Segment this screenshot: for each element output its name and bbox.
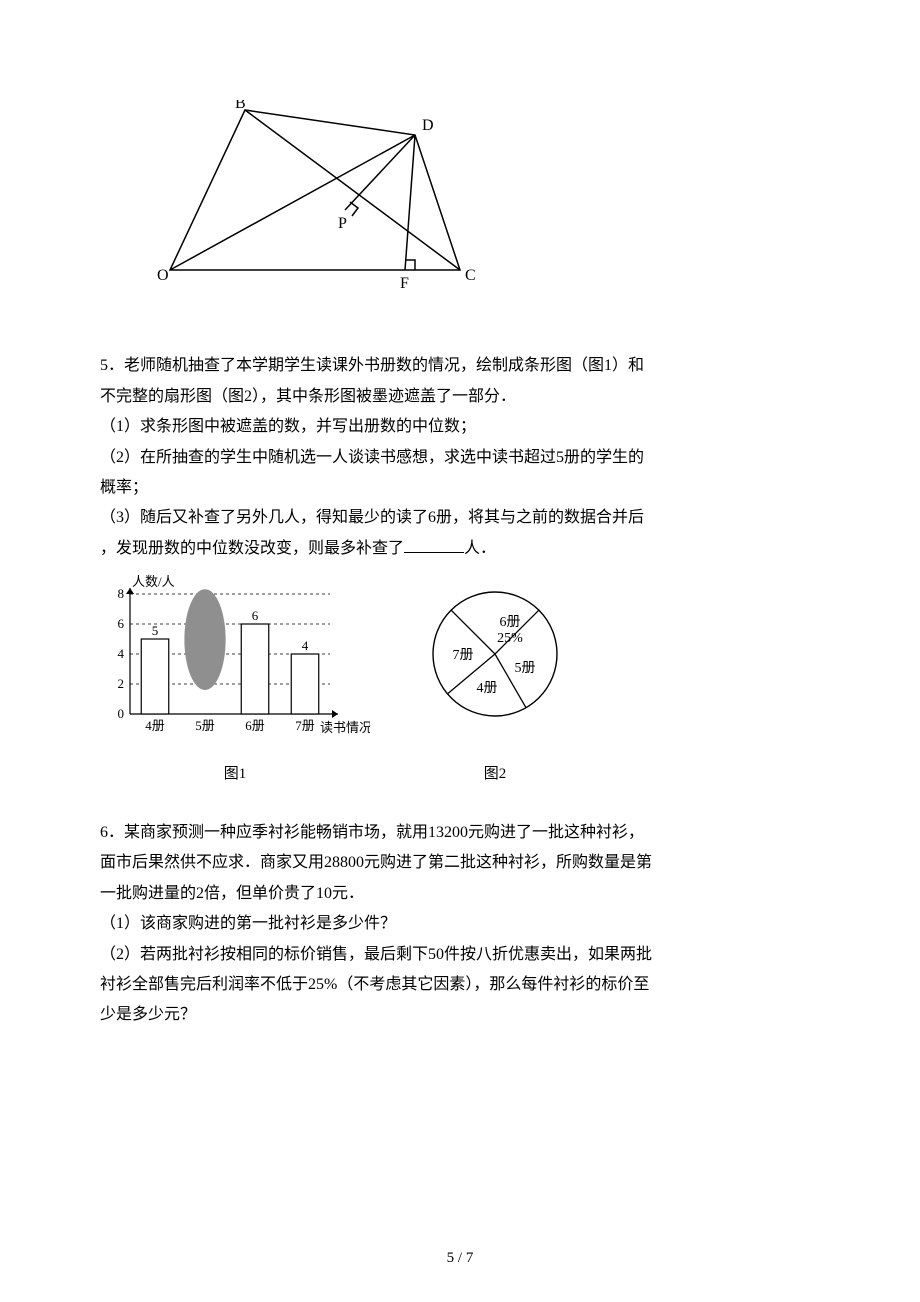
svg-text:8: 8 bbox=[118, 586, 125, 601]
bar-chart-caption: 图1 bbox=[100, 760, 370, 789]
p5-intro-l1: 5．老师随机抽查了本学期学生读课外书册数的情况，绘制成条形图（图1）和 bbox=[100, 351, 820, 381]
svg-text:4册: 4册 bbox=[145, 718, 165, 733]
p5-q3-l1: （3）随后又补查了另外几人，得知最少的读了6册，将其与之前的数据合并后 bbox=[100, 503, 820, 533]
geometry-svg: O B D C P F bbox=[150, 100, 480, 300]
svg-text:5: 5 bbox=[152, 623, 159, 638]
p6-q2-l2: 衬衫全部售完后利润率不低于25%（不考虑其它因素），那么每件衬衫的标价至 bbox=[100, 970, 820, 1000]
p5-q3-l2a: ，发现册数的中位数没改变，则最多补查了 bbox=[100, 540, 404, 557]
svg-text:5册: 5册 bbox=[195, 718, 215, 733]
p6-intro-l3: 一批购进量的2倍，但单价贵了10元． bbox=[100, 879, 820, 909]
svg-text:4册: 4册 bbox=[477, 681, 498, 696]
svg-text:7册: 7册 bbox=[295, 718, 315, 733]
label-D: D bbox=[422, 117, 434, 134]
p5-q3-l2b: 人． bbox=[464, 540, 496, 557]
p6-q2-l3: 少是多少元？ bbox=[100, 1000, 820, 1030]
p6-q2-l1: （2）若两批衬衫按相同的标价销售，最后剩下50件按八折优惠卖出，如果两批 bbox=[100, 940, 820, 970]
fill-blank bbox=[404, 536, 464, 553]
p5-intro-l2: 不完整的扇形图（图2），其中条形图被墨迹遮盖了一部分． bbox=[100, 382, 820, 412]
label-B: B bbox=[235, 100, 246, 112]
label-C: C bbox=[465, 267, 476, 284]
svg-text:0: 0 bbox=[118, 706, 125, 721]
p6-q1: （1）该商家购进的第一批衬衫是多少件？ bbox=[100, 909, 820, 939]
svg-text:6册: 6册 bbox=[245, 718, 265, 733]
pie-chart-block: 6册25% 5册 4册 7册 图2 bbox=[410, 574, 580, 788]
problem-6: 6．某商家预测一种应季衬衫能畅销市场，就用13200元购进了一批这种衬衫， 面市… bbox=[100, 818, 820, 1031]
svg-text:4: 4 bbox=[302, 638, 309, 653]
label-F: F bbox=[400, 275, 409, 292]
p5-q3-l2: ，发现册数的中位数没改变，则最多补查了 人． bbox=[100, 534, 820, 564]
svg-text:读书情况: 读书情况 bbox=[320, 720, 370, 735]
svg-text:7册: 7册 bbox=[453, 648, 474, 663]
geometry-figure: O B D C P F bbox=[150, 100, 820, 311]
svg-text:4: 4 bbox=[118, 646, 125, 661]
p5-q1: （1）求条形图中被遮盖的数，并写出册数的中位数； bbox=[100, 412, 820, 442]
label-O: O bbox=[157, 267, 169, 284]
p6-intro-l1: 6．某商家预测一种应季衬衫能畅销市场，就用13200元购进了一批这种衬衫， bbox=[100, 818, 820, 848]
svg-text:2: 2 bbox=[118, 676, 125, 691]
svg-text:人数/人: 人数/人 bbox=[132, 574, 175, 589]
p5-q2-l2: 概率； bbox=[100, 473, 820, 503]
svg-text:5册: 5册 bbox=[515, 661, 536, 676]
p6-intro-l2: 面市后果然供不应求．商家又用28800元购进了第二批这种衬衫，所购数量是第 bbox=[100, 848, 820, 878]
p5-q2-l1: （2）在所抽查的学生中随机选一人谈读书感想，求选中读书超过5册的学生的 bbox=[100, 443, 820, 473]
pie-chart-svg: 6册25% 5册 4册 7册 bbox=[410, 574, 580, 744]
pie-chart-caption: 图2 bbox=[410, 760, 580, 789]
label-P: P bbox=[338, 215, 347, 232]
document-page: O B D C P F 5．老师随机抽查了本学期学生读课外书册数的情况，绘制成条… bbox=[0, 0, 920, 1302]
problem-5: 5．老师随机抽查了本学期学生读课外书册数的情况，绘制成条形图（图1）和 不完整的… bbox=[100, 351, 820, 564]
charts-row: 0 2 4 6 8 人数/人读书情况 5 4册 5册 6 6册 4 7册 图1 6册25% 5册 4册 7册 … bbox=[100, 574, 820, 788]
svg-text:6: 6 bbox=[252, 608, 259, 623]
svg-text:6册: 6册 bbox=[500, 615, 521, 630]
bar-chart-block: 0 2 4 6 8 人数/人读书情况 5 4册 5册 6 6册 4 7册 图1 bbox=[100, 574, 370, 788]
svg-text:25%: 25% bbox=[497, 631, 523, 646]
svg-text:6: 6 bbox=[118, 616, 125, 631]
bar-chart-svg: 0 2 4 6 8 人数/人读书情况 5 4册 5册 6 6册 4 7册 bbox=[100, 574, 370, 744]
page-number: 5 / 7 bbox=[0, 1244, 920, 1273]
